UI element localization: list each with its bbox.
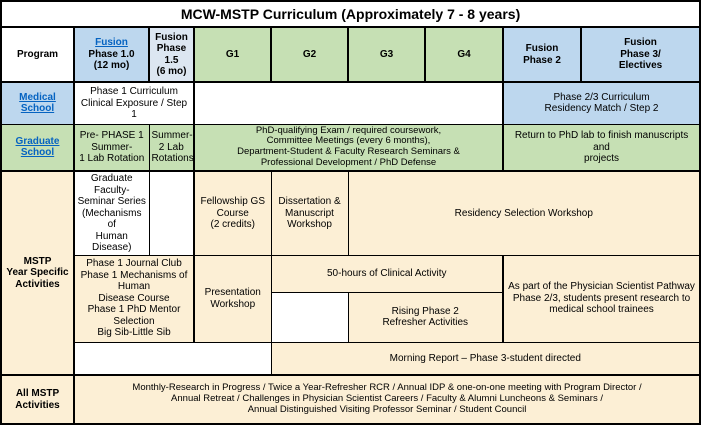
page-title: MCW-MSTP Curriculum (Approximately 7 - 8…	[0, 0, 701, 28]
header-g2: G2	[270, 26, 349, 83]
morning-report-cell: Morning Report – Phase 3-student directe…	[270, 341, 701, 376]
return-phd-lab-cell: Return to PhD lab to finish manuscripts …	[501, 123, 701, 172]
presentation-workshop-cell: Presentation Workshop	[193, 254, 272, 343]
empty-phase15-cell	[148, 170, 195, 256]
medical-school-link[interactable]: Medical School	[19, 91, 56, 115]
dissertation-workshop-cell: Dissertation & Manuscript Workshop	[270, 170, 349, 256]
header-fusion-phase-2: Fusion Phase 2	[502, 26, 582, 83]
header-fusion-phase-1-rest: Phase 1.0 (12 mo)	[88, 48, 135, 72]
header-g3: G3	[347, 26, 426, 83]
fellowship-course-cell: Fellowship GS Course (2 credits)	[193, 170, 272, 256]
phase23-curriculum-cell: Phase 2/3 Curriculum Residency Match / S…	[501, 81, 701, 125]
medical-school-label-cell: Medical School	[0, 81, 75, 125]
phase1-journal-club-cell: Phase 1 Journal Club Phase 1 Mechanisms …	[73, 254, 195, 343]
header-fusion-phase-1: Fusion Phase 1.0 (12 mo)	[73, 26, 150, 83]
grad-faculty-seminar-cell: Graduate Faculty- Seminar Series (Mechan…	[73, 170, 150, 256]
pre-phase1-rotation-cell: Pre- PHASE 1 Summer- 1 Lab Rotation	[73, 123, 150, 172]
empty-g2-cell	[270, 291, 349, 343]
summer2-rotation-cell: Summer- 2 Lab Rotations	[148, 123, 195, 172]
header-program: Program	[0, 26, 75, 83]
residency-workshop-cell: Residency Selection Workshop	[347, 170, 701, 256]
clinical-activity-cell: 50-hours of Clinical Activity	[270, 254, 504, 293]
rising-phase2-cell: Rising Phase 2 Refresher Activities	[347, 291, 504, 343]
header-fusion-phase-3: Fusion Phase 3/ Electives	[579, 26, 701, 83]
header-fusion-phase-1-5: Fusion Phase 1.5 (6 mo)	[148, 26, 195, 83]
fusion-link[interactable]: Fusion	[95, 37, 128, 49]
empty-morning-left-cell	[73, 341, 272, 376]
phase1-curriculum-cell: Phase 1 Curriculum Clinical Exposure / S…	[73, 81, 195, 125]
mstp-year-specific-label-cell: MSTP Year Specific Activities	[0, 170, 75, 376]
header-g4: G4	[424, 26, 504, 83]
pathway-presentation-cell: As part of the Physician Scientist Pathw…	[501, 254, 701, 343]
graduate-school-link[interactable]: Graduate School	[15, 135, 60, 159]
medical-gap-cell	[193, 81, 504, 125]
header-g1: G1	[193, 26, 272, 83]
phd-qualifying-cell: PhD-qualifying Exam / required coursewor…	[193, 123, 504, 172]
graduate-school-label-cell: Graduate School	[0, 123, 75, 172]
